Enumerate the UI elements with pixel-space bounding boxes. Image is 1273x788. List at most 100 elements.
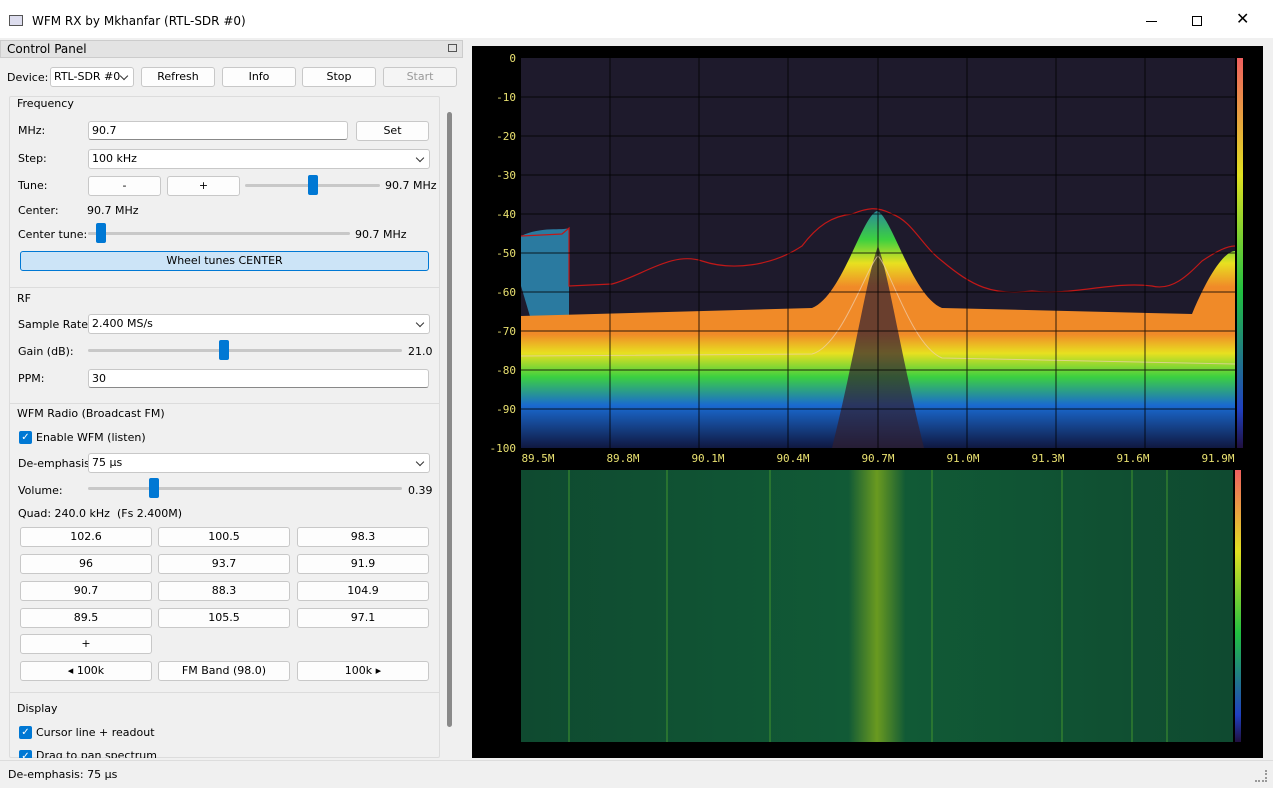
waterfall-lines [568, 470, 1168, 742]
axis-label: -40 [496, 208, 516, 221]
label: MHz: [18, 124, 46, 137]
checkbox-label: Enable WFM (listen) [36, 431, 146, 444]
axis-label: -100 [490, 442, 517, 455]
preset-button[interactable]: 96 [20, 554, 152, 574]
minimize-button[interactable] [1146, 21, 1157, 22]
label: Center tune: [18, 228, 88, 241]
axis-label: 91.0M [946, 452, 979, 465]
preset-button[interactable]: 98.3 [297, 527, 429, 547]
axis-label: 89.5M [521, 452, 554, 465]
checkbox[interactable]: ✓ [19, 750, 32, 758]
ppm-spinbox[interactable]: 30 [88, 369, 429, 388]
axis-label: 0 [509, 52, 516, 65]
axis-label: -10 [496, 91, 516, 104]
deemphasis-select[interactable]: 75 µs [88, 453, 430, 473]
scrollbar[interactable] [447, 112, 452, 727]
title-bar [0, 0, 1273, 38]
step-select[interactable]: 100 kHz [88, 149, 430, 169]
app-icon [9, 15, 23, 26]
group-box [9, 96, 440, 758]
axis-label: 90.1M [691, 452, 724, 465]
maximize-button[interactable] [1192, 16, 1202, 26]
axis-label: 90.7M [861, 452, 894, 465]
checkbox-label: Cursor line + readout [36, 726, 155, 739]
axis-label: -20 [496, 130, 516, 143]
sample-rate-select[interactable]: 2.400 MS/s [88, 314, 430, 334]
preset-button[interactable]: 100.5 [158, 527, 290, 547]
slider-track [88, 349, 402, 352]
checkbox[interactable]: ✓ [19, 431, 32, 444]
axis-label: -90 [496, 403, 516, 416]
label: Device: [7, 71, 49, 84]
axis-label: -70 [496, 325, 516, 338]
label: Tune: [18, 179, 48, 192]
volume-slider[interactable] [149, 478, 159, 498]
preset-button[interactable]: 97.1 [297, 608, 429, 628]
tune-up-button[interactable]: + [167, 176, 240, 196]
label: Gain (dB): [18, 345, 74, 358]
checkbox-label: Drag to pan spectrum [36, 749, 157, 758]
preset-button[interactable]: 89.5 [20, 608, 152, 628]
label: PPM: [18, 372, 45, 385]
tune-down-button[interactable]: - [88, 176, 161, 196]
band-button[interactable]: FM Band (98.0) [158, 661, 290, 681]
start-button[interactable]: Start [383, 67, 457, 87]
readout: 21.0 [408, 345, 433, 358]
stop-button[interactable]: Stop [302, 67, 376, 87]
preset-button[interactable]: 93.7 [158, 554, 290, 574]
label: Step: [18, 152, 47, 165]
mhz-input[interactable]: 90.7 [88, 121, 348, 140]
label: Volume: [18, 484, 63, 497]
label: Center: [18, 204, 59, 217]
section-title: Display [17, 702, 58, 715]
gain-slider[interactable] [219, 340, 229, 360]
refresh-button[interactable]: Refresh [141, 67, 215, 87]
size-grip [1255, 770, 1267, 782]
label: De-emphasis: [18, 457, 94, 470]
divider [9, 403, 440, 404]
add-preset-button[interactable]: + [20, 634, 152, 654]
readout: 90.7 MHz [355, 228, 407, 241]
center-tune-slider[interactable] [96, 223, 106, 243]
axis-label: -60 [496, 286, 516, 299]
set-button[interactable]: Set [356, 121, 429, 141]
close-button[interactable]: ✕ [1236, 9, 1250, 28]
preset-button[interactable]: 90.7 [20, 581, 152, 601]
checkbox[interactable]: ✓ [19, 726, 32, 739]
preset-button[interactable]: 102.6 [20, 527, 152, 547]
preset-button[interactable]: 88.3 [158, 581, 290, 601]
section-title: RF [17, 292, 31, 305]
axis-label: -80 [496, 364, 516, 377]
slider-track [88, 487, 402, 490]
tune-slider[interactable] [308, 175, 318, 195]
axis-label: -30 [496, 169, 516, 182]
axis-label: 91.9M [1201, 452, 1234, 465]
quad-readout: Quad: 240.0 kHz (Fs 2.400M) [18, 507, 183, 520]
preset-button[interactable]: 91.9 [297, 554, 429, 574]
info-button[interactable]: Info [222, 67, 296, 87]
spectrum-view: 0 -10 -20 -30 -40 -50 -60 -70 -80 -90 -100 89.5M 89.… [472, 46, 1263, 758]
waterfall [521, 470, 1233, 742]
axis-label: -50 [496, 247, 516, 260]
window-title: WFM RX by Mkhanfar (RTL-SDR #0) [32, 14, 246, 28]
undock-button[interactable] [448, 44, 457, 52]
device-select[interactable]: RTL-SDR #0 [50, 67, 134, 87]
status-bar [0, 760, 1273, 788]
preset-button[interactable]: 104.9 [297, 581, 429, 601]
max-hold-trace [520, 208, 1236, 293]
axis-label: 90.4M [776, 452, 809, 465]
clip: ✓ Drag to pan spectrum [0, 749, 445, 758]
panel-title: Control Panel [0, 40, 463, 58]
divider [9, 692, 440, 693]
wheel-button[interactable]: Wheel tunes CENTER [20, 251, 429, 271]
step-up-button[interactable]: 100k ▸ [297, 661, 429, 681]
section-title: WFM Radio (Broadcast FM) [17, 407, 165, 420]
preset-button[interactable]: 105.5 [158, 608, 290, 628]
step-down-button[interactable]: ◂ 100k [20, 661, 152, 681]
axis-label: 91.3M [1031, 452, 1064, 465]
readout: 90.7 MHz [87, 204, 139, 217]
readout: 90.7 MHz [385, 179, 437, 192]
colorbar [1237, 58, 1243, 448]
grid [521, 58, 1235, 448]
